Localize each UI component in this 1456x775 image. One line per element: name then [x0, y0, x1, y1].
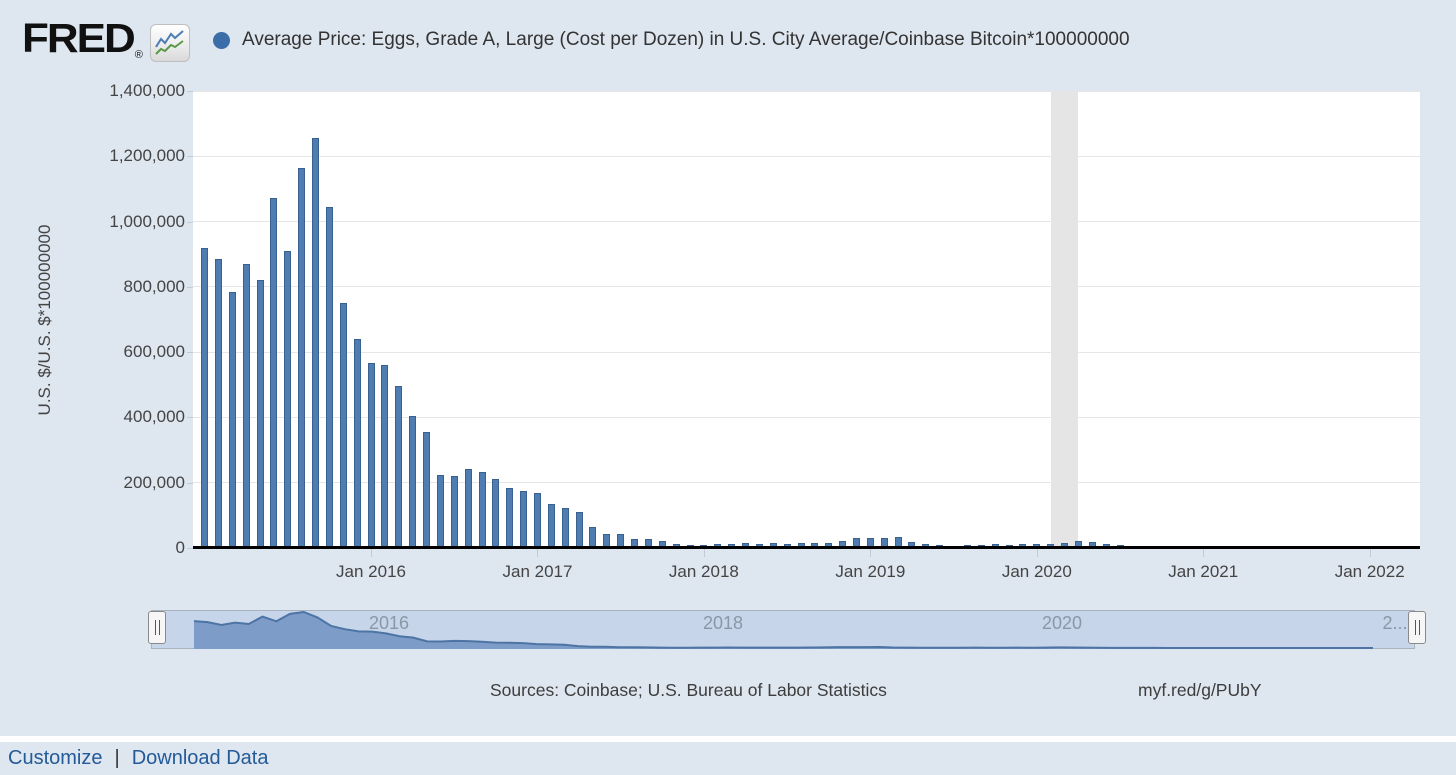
x-axis-tick-mark — [371, 549, 373, 557]
data-bar — [395, 385, 403, 548]
x-axis-tick-label: Jan 2017 — [502, 562, 573, 581]
sources-text: Sources: Coinbase; U.S. Bureau of Labor … — [490, 680, 887, 700]
x-axis-tick-label: Jan 2016 — [336, 562, 407, 581]
gridline — [193, 482, 1420, 484]
action-links: Customize | Download Data — [8, 747, 268, 770]
y-axis-tick-label: 400,000 — [123, 407, 185, 427]
y-axis-title: U.S. $/U.S. $*100000000 — [35, 224, 54, 416]
registered-mark: ® — [134, 49, 143, 61]
data-bar — [547, 504, 555, 548]
customize-link[interactable]: Customize — [8, 747, 103, 769]
y-axis-tick-mark — [187, 548, 193, 549]
navigator-year-label: 2018 — [702, 613, 744, 633]
range-navigator[interactable] — [151, 610, 1415, 649]
navigator-left-handle[interactable] — [148, 611, 166, 644]
data-bar — [367, 362, 375, 548]
y-axis-tick-label: 1,000,000 — [109, 211, 185, 231]
legend-dot-icon — [213, 31, 230, 49]
download-data-link[interactable]: Download Data — [131, 747, 269, 769]
data-bar — [201, 248, 209, 548]
data-bar — [325, 206, 333, 548]
x-axis-tick-label: Jan 2018 — [668, 562, 739, 581]
data-bar — [436, 474, 444, 548]
y-axis-tick-label: 600,000 — [123, 342, 185, 362]
data-bar — [450, 475, 458, 548]
data-bar — [214, 259, 222, 548]
data-bar — [506, 488, 514, 548]
x-axis-tick-mark — [1036, 549, 1038, 557]
data-bar — [464, 468, 472, 548]
gridline — [193, 155, 1420, 157]
y-axis-tick-mark — [187, 221, 193, 223]
graph-header: FRED ® Average Price: Eggs, Grade A, Lar… — [0, 0, 1456, 80]
data-bar — [256, 280, 264, 548]
gridline — [193, 416, 1420, 418]
link-separator: | — [114, 747, 120, 769]
data-bar — [478, 471, 486, 548]
x-axis-tick-mark — [703, 549, 705, 557]
y-axis-tick-label: 800,000 — [123, 276, 185, 296]
x-axis-tick-label: Jan 2019 — [835, 562, 906, 581]
x-axis-tick-label: Jan 2020 — [1001, 562, 1072, 581]
fred-logo-text: FRED — [22, 16, 136, 62]
data-bar — [298, 168, 306, 548]
data-bar — [312, 138, 320, 548]
data-bar — [533, 493, 541, 548]
y-axis-tick-label: 1,200,000 — [109, 146, 185, 166]
fred-logo[interactable]: FRED ® — [22, 17, 190, 62]
y-axis-tick-label: 200,000 — [123, 472, 185, 492]
gridline — [193, 90, 1420, 92]
navigator-year-label: 2016 — [368, 613, 410, 633]
gridline — [193, 221, 1420, 223]
data-bar — [284, 250, 292, 548]
y-axis-tick-mark — [187, 286, 193, 288]
navigator-right-handle[interactable] — [1408, 611, 1426, 644]
x-axis-tick-label: Jan 2021 — [1168, 562, 1239, 581]
y-axis-tick-mark — [187, 91, 193, 92]
data-bar — [228, 291, 236, 548]
navigator-year-label: 2020 — [1041, 613, 1083, 633]
y-axis-tick-mark — [187, 352, 193, 354]
x-axis-tick-label: Jan 2022 — [1334, 562, 1405, 581]
x-axis-tick-mark — [1203, 549, 1205, 557]
gridline — [193, 286, 1420, 288]
series-title: Average Price: Eggs, Grade A, Large (Cos… — [242, 29, 1130, 50]
fred-chart-icon — [149, 24, 190, 62]
y-axis-tick-label: 1,400,000 — [109, 81, 185, 100]
x-axis-tick-mark — [870, 549, 872, 557]
data-bar — [575, 511, 583, 548]
data-bar — [520, 490, 528, 548]
data-bar — [353, 338, 361, 548]
permalink-text: myf.red/g/PUbY — [1138, 680, 1262, 700]
data-bar — [589, 526, 597, 548]
navigator-year-label: 2... — [1382, 613, 1408, 633]
y-axis-tick-mark — [187, 482, 193, 484]
x-axis-line — [193, 546, 1420, 549]
data-bar — [381, 365, 389, 548]
x-axis-tick-mark — [1369, 549, 1371, 557]
y-axis-tick-mark — [187, 417, 193, 419]
series-legend[interactable]: Average Price: Eggs, Grade A, Large (Cos… — [213, 29, 1130, 51]
data-bar — [270, 197, 278, 548]
data-bar — [423, 432, 431, 548]
data-bar — [242, 264, 250, 548]
y-axis-tick-label: 0 — [175, 538, 185, 557]
x-axis-tick-mark — [537, 549, 539, 557]
plot-area[interactable] — [193, 90, 1420, 550]
data-bar — [492, 478, 500, 548]
recession-shading-band — [1050, 91, 1079, 548]
data-bar — [409, 416, 417, 548]
data-bar — [339, 302, 347, 548]
data-bar — [561, 508, 569, 548]
navigator-area-chart — [193, 611, 1373, 649]
divider — [0, 736, 1456, 742]
y-axis-tick-mark — [187, 156, 193, 158]
gridline — [193, 351, 1420, 353]
